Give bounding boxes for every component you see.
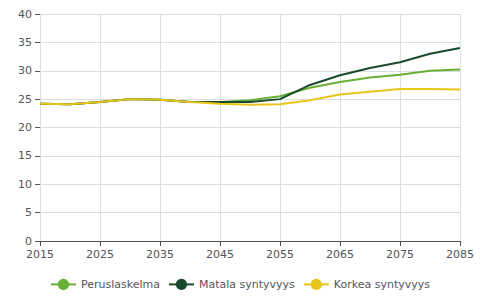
svg-text:35: 35 — [18, 36, 32, 49]
svg-text:2065: 2065 — [326, 248, 354, 261]
svg-text:0: 0 — [25, 235, 32, 248]
svg-text:15: 15 — [18, 149, 32, 162]
svg-text:2015: 2015 — [26, 248, 54, 261]
svg-text:2055: 2055 — [266, 248, 294, 261]
svg-text:2035: 2035 — [146, 248, 174, 261]
svg-text:Korkea syntyvyys: Korkea syntyvyys — [334, 278, 430, 291]
svg-text:Peruslaskelma: Peruslaskelma — [81, 278, 160, 291]
svg-text:30: 30 — [18, 64, 32, 77]
svg-text:5: 5 — [25, 206, 32, 219]
svg-text:2075: 2075 — [386, 248, 414, 261]
svg-text:20: 20 — [18, 121, 32, 134]
svg-text:2025: 2025 — [86, 248, 114, 261]
svg-text:2045: 2045 — [206, 248, 234, 261]
svg-text:25: 25 — [18, 93, 32, 106]
svg-text:Matala syntyvyys: Matala syntyvyys — [199, 278, 295, 291]
svg-text:10: 10 — [18, 178, 32, 191]
svg-text:2085: 2085 — [446, 248, 474, 261]
svg-text:40: 40 — [18, 8, 32, 21]
